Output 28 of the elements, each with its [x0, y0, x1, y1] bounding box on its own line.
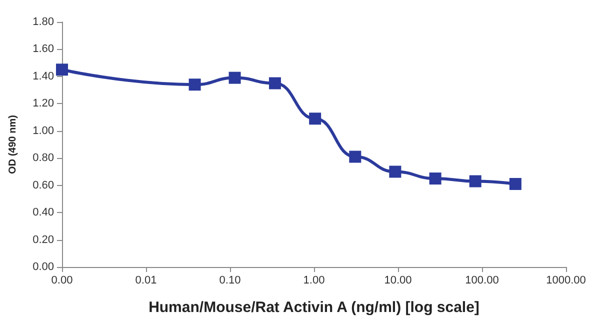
point — [309, 112, 322, 125]
x-tick-label: 1.00 — [303, 274, 325, 286]
y-tick-label: 0.40 — [32, 206, 54, 219]
point — [188, 78, 201, 91]
point — [349, 150, 362, 163]
x-tick-label: 0.01 — [135, 274, 157, 286]
point — [228, 72, 241, 84]
y-tick-label: 0.00 — [32, 261, 54, 273]
y-tick-label: 1.60 — [32, 43, 54, 56]
point — [509, 178, 522, 190]
y-tick-label: 0.60 — [32, 179, 54, 192]
x-axis-title: Human/Mouse/Rat Activin A (ng/ml) [log scale] — [148, 299, 480, 316]
point — [268, 77, 281, 90]
y-tick-label: 0.20 — [32, 234, 54, 246]
x-tick-label: 0.00 — [51, 274, 73, 286]
x-tick-label: 0.10 — [219, 274, 241, 286]
y-axis-title: OD (490 nm) — [8, 115, 18, 174]
x-tick-label: 10.00 — [384, 274, 412, 286]
y-tick-label: 1.80 — [32, 16, 54, 28]
y-tick-label: 1.00 — [32, 124, 54, 137]
y-tick-label: 1.20 — [32, 98, 54, 110]
point — [469, 175, 482, 188]
y-tick-label: 0.80 — [32, 152, 54, 164]
x-tick-label: 1000.00 — [546, 274, 586, 286]
point — [389, 166, 402, 178]
y-tick-label: 1.40 — [32, 70, 54, 82]
x-tick-label: 100.00 — [465, 274, 499, 286]
point — [429, 172, 442, 185]
